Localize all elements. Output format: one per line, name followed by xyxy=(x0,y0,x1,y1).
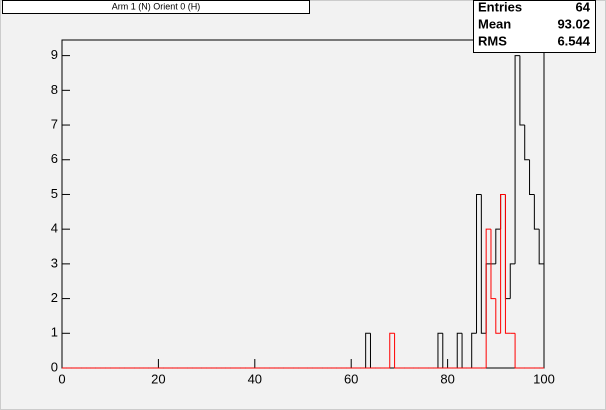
histogram-bin xyxy=(533,194,540,230)
histogram-bin xyxy=(509,263,516,299)
y-tick-label: 3 xyxy=(51,255,58,270)
stats-label: Entries xyxy=(478,0,522,14)
x-tick-label: 20 xyxy=(151,371,165,386)
stats-label: Mean xyxy=(478,16,511,31)
x-tick-label: 0 xyxy=(58,371,65,386)
stats-value: 64 xyxy=(576,0,591,14)
histogram-bin xyxy=(538,229,545,368)
frame xyxy=(61,39,545,369)
histogram-bin xyxy=(480,194,487,334)
y-tick-label: 2 xyxy=(51,290,58,305)
histogram-bin xyxy=(514,55,520,264)
stats-value: 93.02 xyxy=(557,16,590,31)
histogram-bin xyxy=(365,332,371,368)
y-tick-label: 7 xyxy=(51,116,58,131)
histogram-bin xyxy=(476,193,482,334)
y-tick-label: 1 xyxy=(51,325,58,340)
x-tick-label: 100 xyxy=(533,371,555,386)
histogram-bin xyxy=(471,332,477,368)
plot: 0 1 2 3 4 5 6 7 8 9 0 20 40 60 80 100 xyxy=(51,47,555,386)
histogram-bin xyxy=(514,333,520,369)
title-box xyxy=(2,0,310,14)
stats-label: RMS xyxy=(478,33,507,48)
chart-title: Arm 1 (N) Orient 0 (H) xyxy=(112,1,201,11)
x-tick-label: 80 xyxy=(440,371,454,386)
y-tick-label: 8 xyxy=(51,82,58,97)
histogram-bin xyxy=(437,332,443,368)
y-tick-label: 0 xyxy=(51,359,58,374)
y-tick-label: 4 xyxy=(51,221,58,236)
y-tick-label: 5 xyxy=(51,186,58,201)
histogram-bin xyxy=(490,229,496,300)
histogram-bin xyxy=(389,332,395,368)
histogram-bin xyxy=(495,228,501,264)
histogram-bin xyxy=(495,298,501,334)
stats-box xyxy=(473,0,596,53)
stats-value: 6.544 xyxy=(557,33,590,48)
histogram-bin xyxy=(485,228,491,368)
histogram-bin xyxy=(394,333,400,369)
stats: Entries 64 Mean 93.02 RMS 6.544 xyxy=(478,0,591,48)
histogram-bin xyxy=(456,332,463,368)
histogram-bin xyxy=(529,159,535,195)
y-tick-label: 9 xyxy=(51,47,58,62)
x-tick-label: 40 xyxy=(248,371,262,386)
histogram-bin xyxy=(500,193,506,334)
histogram-bin xyxy=(504,194,511,334)
histogram-bin xyxy=(524,125,530,161)
y-tick-label: 6 xyxy=(51,151,58,166)
histogram-bin xyxy=(519,55,525,126)
x-tick-label: 60 xyxy=(344,371,358,386)
